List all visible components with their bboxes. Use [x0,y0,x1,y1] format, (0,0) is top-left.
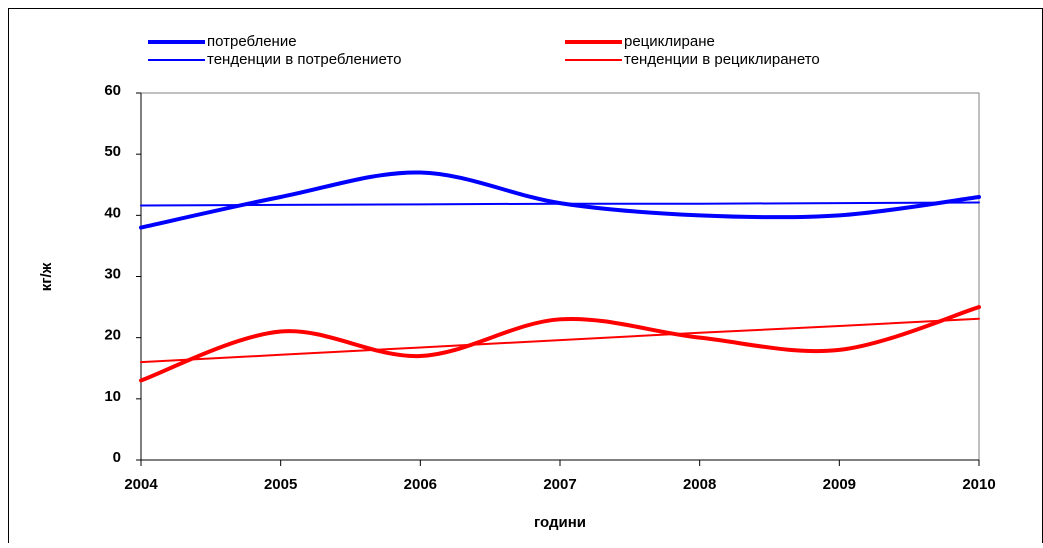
legend-label: потребление [207,33,297,50]
x-tick-label: 2004 [124,476,158,493]
series-line [140,317,980,364]
y-tick-label: 40 [104,204,121,221]
x-axis-label: години [534,514,586,531]
legend-label: тенденции в потреблението [207,51,401,68]
y-tick-label: 30 [104,265,121,282]
legend-label: рециклиране [624,33,715,50]
series-line [140,201,980,207]
y-tick-label: 60 [104,82,121,99]
series-line [139,305,981,383]
y-tick-label: 50 [104,143,121,160]
x-tick-label: 2005 [264,476,297,493]
x-tick-label: 2006 [404,476,437,493]
x-tick-label: 2007 [543,476,576,493]
y-tick-label: 20 [104,327,121,344]
y-tick-label: 0 [113,449,121,466]
y-tick-label: 10 [104,388,121,405]
x-tick-label: 2010 [962,476,995,493]
y-axis-label: кг/ж [38,262,55,291]
legend-label: тенденции в рециклирането [624,51,820,68]
x-tick-label: 2009 [823,476,856,493]
x-tick-label: 2008 [683,476,716,493]
plot-area [140,92,980,461]
